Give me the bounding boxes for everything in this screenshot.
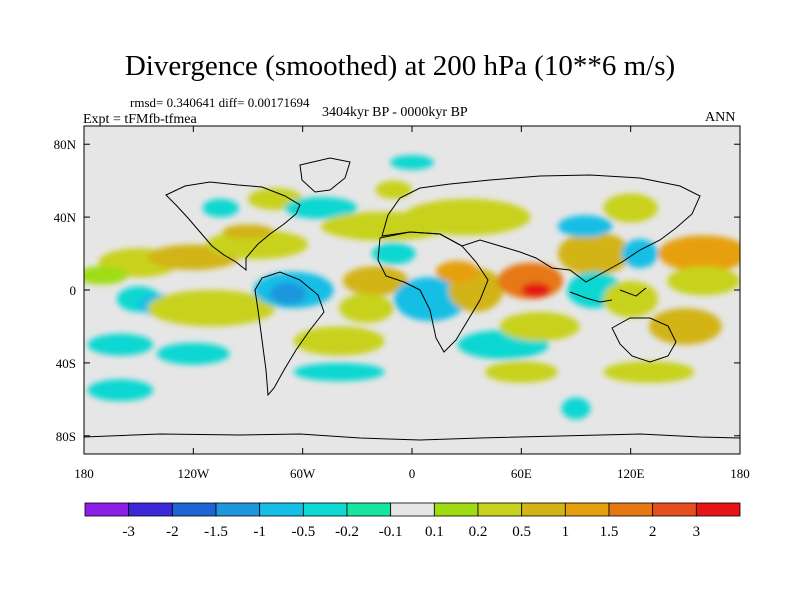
divergence-region [648, 308, 722, 345]
divergence-region [393, 277, 467, 321]
divergence-region [147, 290, 276, 327]
divergence-region [621, 238, 658, 269]
coast-south-america [254, 271, 325, 397]
coast-antarctica [84, 433, 740, 441]
colorbar-swatch [521, 502, 566, 517]
colorbar-label: -1.5 [204, 524, 228, 540]
divergence-region [658, 235, 740, 272]
divergence-region [603, 361, 695, 383]
divergence-region [87, 333, 154, 356]
y-tick-label: 80S [56, 429, 76, 444]
y-tick-label: 40S [56, 356, 76, 371]
divergence-region [222, 224, 274, 239]
colorbar-swatch [215, 502, 261, 517]
chart-title: Divergence (smoothed) at 200 hPa (10**6 … [124, 50, 676, 82]
y-axis: 80N 40N 0 40S 80S [54, 137, 740, 444]
divergence-region [339, 293, 394, 323]
plot-area [83, 125, 741, 455]
coast-indonesia [569, 287, 647, 303]
divergence-region [371, 242, 416, 265]
y-tick-label: 80N [54, 137, 77, 152]
colorbar-swatch [302, 502, 348, 517]
divergence-region [269, 282, 307, 305]
divergence-region [557, 215, 613, 238]
divergence-region [156, 342, 230, 365]
colorbar-swatch [84, 502, 130, 517]
colorbar-label: 2 [649, 524, 657, 540]
colorbar-swatch [477, 502, 523, 517]
experiment-text: Expt = tFMfb-tfmea [83, 112, 197, 127]
colorbar-swatch [433, 502, 479, 517]
divergence-region [87, 379, 154, 402]
colorbar-label: -3 [122, 524, 135, 540]
divergence-region [667, 266, 740, 296]
divergence-region [375, 180, 412, 199]
coast-greenland [299, 157, 351, 193]
divergence-region [293, 326, 385, 356]
divergence-region [435, 260, 480, 283]
divergence-region [484, 361, 558, 383]
colorbar-swatch [171, 502, 217, 517]
season-text: ANN [705, 110, 736, 125]
coast-australia [611, 317, 677, 363]
divergence-region [390, 155, 434, 170]
coastlines [84, 157, 740, 441]
colorbar-swatch [128, 502, 173, 517]
divergence-region [561, 397, 591, 420]
divergence-region [293, 362, 385, 382]
y-tick-label: 0 [70, 283, 77, 298]
colorbar-swatch [652, 502, 697, 517]
x-tick-label: 60W [290, 466, 316, 481]
colorbar-label: 1 [562, 524, 570, 540]
colorbar-swatch [564, 502, 610, 517]
x-axis: 180 120W 60W 0 60E 120E 180 [74, 126, 750, 481]
divergence-region [499, 311, 580, 342]
divergence-region [521, 282, 551, 298]
colorbar-label: 0.5 [512, 524, 531, 540]
x-tick-label: 180 [74, 466, 94, 481]
colorbar-swatch [346, 502, 392, 517]
colorbar-label: -0.2 [335, 524, 359, 540]
x-tick-label: 60E [511, 466, 532, 481]
colorbar-swatch [259, 502, 304, 517]
colorbar: -3 -2 -1.5 -1 -0.5 -0.2 -0.1 0.1 0.2 0.5 1 1.5 2 3 [84, 502, 741, 540]
colorbar-label: 3 [693, 524, 701, 540]
divergence-region [402, 198, 531, 236]
divergence-region [603, 193, 659, 223]
divergence-region [603, 280, 659, 318]
colorbar-swatch [390, 502, 435, 517]
y-tick-label: 40N [54, 210, 77, 225]
colorbar-swatch [608, 502, 654, 517]
colorbar-label: -1 [253, 524, 266, 540]
divergence-region [84, 266, 128, 285]
divergence-region [557, 231, 631, 276]
x-tick-label: 0 [409, 466, 416, 481]
colorbar-label: 0.1 [425, 524, 444, 540]
divergence-region [202, 198, 239, 218]
colorbar-label: -0.5 [291, 524, 315, 540]
x-tick-label: 180 [730, 466, 750, 481]
colorbar-label: -2 [166, 524, 179, 540]
period-text: 3404kyr BP - 0000kyr BP [322, 105, 468, 120]
colorbar-swatch [695, 502, 741, 517]
colorbar-label: -0.1 [379, 524, 403, 540]
divergence-region [284, 197, 358, 219]
coast-eurasia [381, 174, 701, 283]
colorbar-label: 1.5 [600, 524, 619, 540]
colorbar-label: 0.2 [469, 524, 488, 540]
x-tick-label: 120W [177, 466, 210, 481]
divergence-region [342, 266, 409, 296]
stats-text: rmsd= 0.340641 diff= 0.00171694 [130, 95, 310, 110]
coast-north-america [165, 181, 301, 272]
x-tick-label: 120E [617, 466, 645, 481]
